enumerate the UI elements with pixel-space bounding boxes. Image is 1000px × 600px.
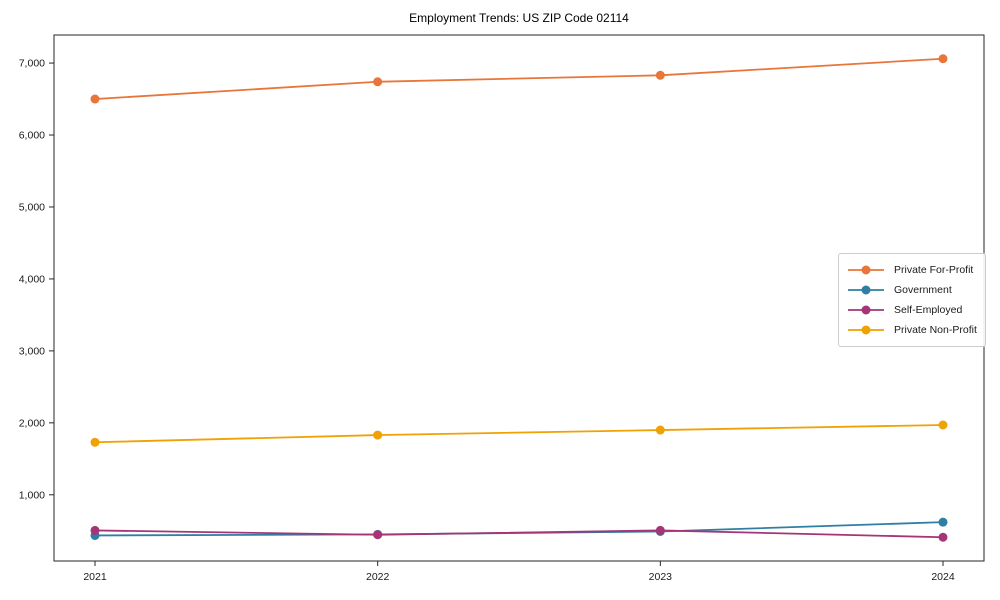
series-government — [90, 517, 948, 540]
data-point — [938, 532, 948, 542]
y-tick-label: 2,000 — [19, 417, 45, 429]
data-point — [655, 425, 665, 435]
legend-item: Government — [847, 280, 977, 300]
y-tick-label: 7,000 — [19, 58, 45, 70]
series-line — [94, 529, 944, 539]
x-tick-label: 2024 — [931, 571, 955, 583]
y-axis: 1,000 2,000 3,000 4,000 5,000 6,000 7,000 — [19, 58, 54, 501]
y-tick-label: 4,000 — [19, 273, 45, 285]
data-point — [938, 420, 948, 430]
x-tick-label: 2023 — [649, 571, 673, 583]
x-axis: 2021 2022 2023 2024 — [83, 561, 955, 583]
data-point — [938, 517, 948, 527]
series-private-non-profit — [90, 420, 948, 447]
series-private-for-profit — [90, 54, 948, 104]
y-tick-label: 5,000 — [19, 201, 45, 213]
data-point — [373, 530, 383, 540]
legend-label: Private For-Profit — [894, 264, 974, 276]
legend-item: Self-Employed — [847, 300, 977, 320]
y-tick-label: 6,000 — [19, 130, 45, 142]
legend-label: Self-Employed — [894, 304, 963, 316]
x-tick-label: 2021 — [83, 571, 107, 583]
y-tick-label: 1,000 — [19, 489, 45, 501]
data-point — [655, 525, 665, 535]
legend-label: Private Non-Profit — [894, 324, 977, 336]
series-line — [94, 57, 944, 100]
legend-item: Private Non-Profit — [847, 320, 977, 340]
legend-swatch-icon — [848, 325, 884, 335]
series-self-employed — [90, 525, 948, 542]
data-point — [373, 77, 383, 87]
data-point — [90, 437, 100, 447]
chart-title: Employment Trends: US ZIP Code 02114 — [409, 11, 629, 25]
legend-label: Government — [894, 284, 952, 296]
data-point — [373, 430, 383, 440]
data-point — [90, 94, 100, 104]
y-tick-label: 3,000 — [19, 345, 45, 357]
data-point — [655, 70, 665, 80]
legend-swatch-icon — [848, 285, 884, 295]
series-line — [94, 424, 944, 444]
legend-swatch-icon — [848, 305, 884, 315]
data-point — [938, 54, 948, 64]
legend: Private For-Profit Government Self-Employe… — [838, 253, 986, 347]
legend-swatch-icon — [848, 265, 884, 275]
legend-item: Private For-Profit — [847, 260, 977, 280]
data-point — [90, 525, 100, 535]
x-tick-label: 2022 — [366, 571, 390, 583]
